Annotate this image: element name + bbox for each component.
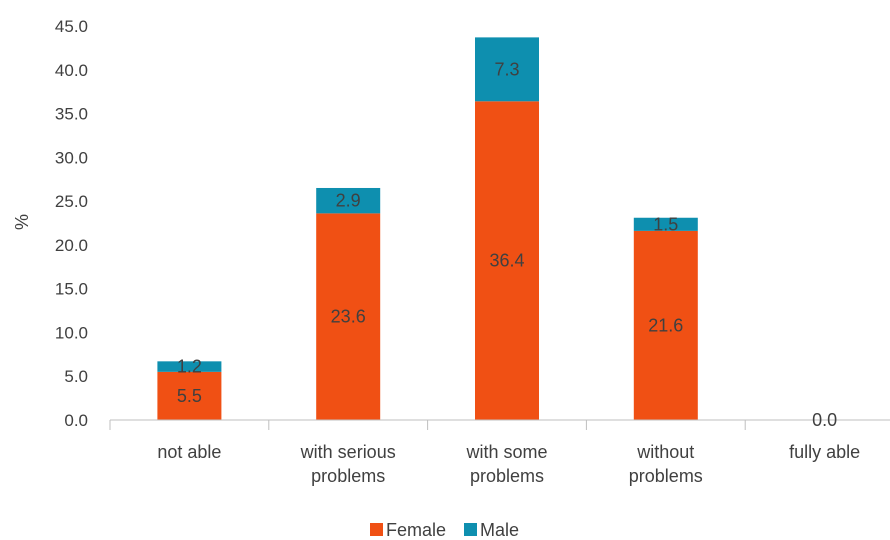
bars: [157, 37, 698, 420]
y-tick-label: 40.0: [55, 61, 88, 80]
x-tick-label: without problems: [629, 442, 703, 486]
y-tick-label: 0.0: [64, 411, 88, 430]
x-tick-label: with some problems: [465, 442, 547, 486]
bar-male: [316, 187, 381, 214]
x-axis: [109, 419, 890, 430]
legend-swatch-male: [464, 523, 477, 536]
y-tick-label: 10.0: [55, 323, 88, 342]
data-label-male: 1.2: [177, 357, 202, 377]
bar-male: [633, 217, 698, 231]
x-tick-label: with serious problems: [300, 442, 396, 486]
bar-female: [475, 101, 539, 420]
y-tick-label: 25.0: [55, 192, 88, 211]
x-tick-label: fully able: [789, 442, 860, 462]
y-tick-label: 5.0: [64, 367, 88, 386]
data-label-female: 36.4: [489, 251, 524, 271]
bar-female: [157, 371, 222, 420]
x-tick-labels: not able with serious problems with some pro…: [157, 442, 860, 486]
x-tick-label: not able: [157, 442, 221, 462]
legend-label-female: Female: [386, 520, 446, 540]
y-axis-label: %: [12, 214, 32, 230]
data-label-female: 21.6: [648, 315, 683, 335]
data-label-female: 5.5: [177, 386, 202, 406]
legend-swatch-female: [370, 523, 383, 536]
bar-male: [157, 361, 222, 372]
data-label-male: 0.0: [812, 410, 837, 430]
data-label-male: 7.3: [494, 59, 519, 79]
legend-label-male: Male: [480, 520, 519, 540]
data-label-male: 1.5: [653, 214, 678, 234]
y-tick-labels: 0.0 5.0 10.0 15.0 20.0 25.0 30.0 35.0 40.0 45.0: [55, 17, 88, 430]
y-tick-label: 15.0: [55, 280, 88, 299]
data-labels: 5.5 1.2 23.6 2.9 36.4 7.3 21.6 1.5 0.0: [177, 59, 837, 430]
bar-female: [633, 230, 698, 420]
data-label-male: 2.9: [336, 191, 361, 211]
bar-female: [316, 213, 381, 420]
data-label-female: 23.6: [331, 307, 366, 327]
y-tick-label: 30.0: [55, 148, 88, 167]
y-tick-label: 20.0: [55, 236, 88, 255]
bar-male: [475, 37, 539, 102]
y-tick-label: 35.0: [55, 105, 88, 124]
y-tick-label: 45.0: [55, 17, 88, 36]
legend: Female Male: [370, 520, 519, 540]
